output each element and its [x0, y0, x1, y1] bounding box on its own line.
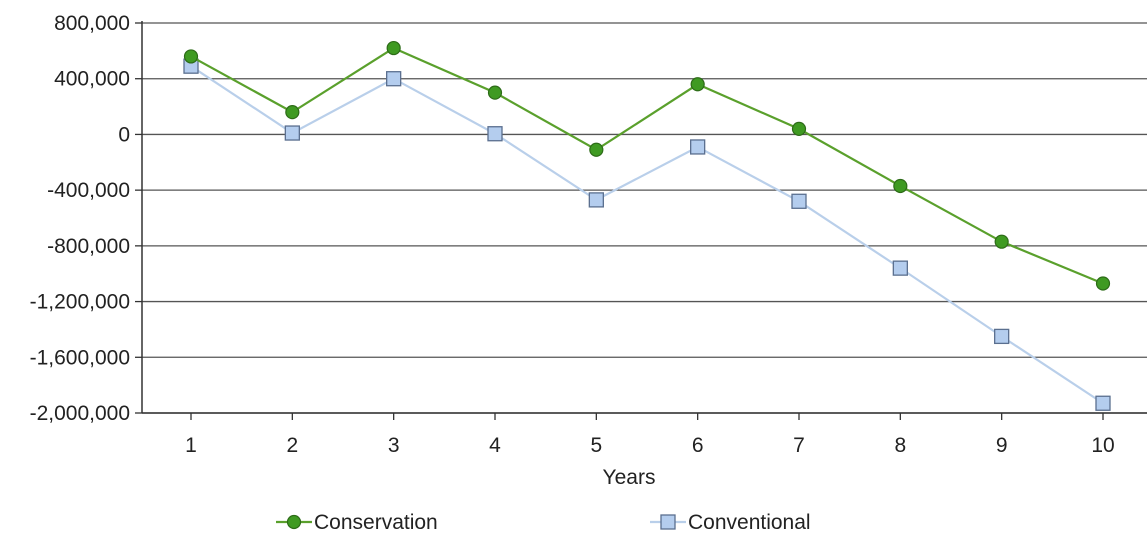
data-point	[892, 260, 908, 276]
series	[183, 40, 1111, 411]
legend-marker	[286, 514, 302, 530]
data-point	[690, 77, 705, 92]
data-point	[386, 40, 401, 56]
y-tick-label: -1,600,000	[30, 346, 130, 369]
x-tick-label: 10	[1091, 434, 1114, 457]
data-point	[1095, 395, 1111, 411]
data-point	[285, 105, 300, 120]
data-point	[791, 121, 807, 136]
data-point	[994, 328, 1010, 345]
y-tick-label: -800,000	[47, 235, 130, 258]
data-point	[487, 126, 503, 142]
series-line	[190, 65, 1104, 405]
x-tick-label: 9	[996, 434, 1008, 457]
axes	[141, 21, 1147, 414]
legend-marker	[660, 514, 676, 530]
data-point	[386, 71, 402, 87]
x-tick-label: 2	[286, 434, 298, 457]
y-tick-label: 400,000	[54, 68, 130, 91]
x-tick-label: 5	[590, 434, 602, 457]
y-tick-label: 0	[118, 123, 130, 146]
x-tick-label: 3	[388, 434, 400, 457]
x-tick-label: 4	[489, 434, 501, 457]
x-tick-labels: 1 2 3 4 5 6 7 8 9 10	[185, 413, 1115, 457]
data-point	[1095, 276, 1111, 291]
x-tick-label: 7	[793, 434, 805, 457]
x-tick-label: 6	[692, 434, 704, 457]
data-point	[487, 85, 503, 100]
data-point	[994, 234, 1009, 249]
y-tick-label: -400,000	[47, 179, 130, 202]
legend-label: Conservation	[314, 511, 438, 534]
x-tick-label: 8	[894, 434, 906, 457]
legend: Conservation Conventional	[276, 511, 811, 534]
data-point	[284, 125, 300, 141]
y-tick-label: 800,000	[54, 12, 130, 35]
legend-item-conservation: Conservation	[276, 511, 438, 534]
x-axis-title: Years	[603, 466, 656, 489]
data-point	[588, 192, 604, 208]
legend-label: Conventional	[688, 511, 811, 534]
data-point	[690, 139, 706, 155]
data-point	[791, 193, 807, 209]
y-tick-labels: 800,000 400,000 0 -400,000 -800,000 -1,200,00…	[30, 12, 130, 425]
y-tick-label: -1,200,000	[30, 291, 130, 314]
y-tick-label: -2,000,000	[30, 402, 130, 425]
data-point	[589, 142, 604, 157]
data-point	[893, 178, 908, 194]
series-conventional	[183, 58, 1111, 411]
series-line	[190, 46, 1104, 285]
data-point	[183, 49, 199, 64]
legend-item-conventional: Conventional	[650, 511, 811, 534]
gridlines	[135, 22, 1147, 414]
x-tick-label: 1	[185, 434, 197, 457]
series-conservation	[183, 40, 1111, 291]
